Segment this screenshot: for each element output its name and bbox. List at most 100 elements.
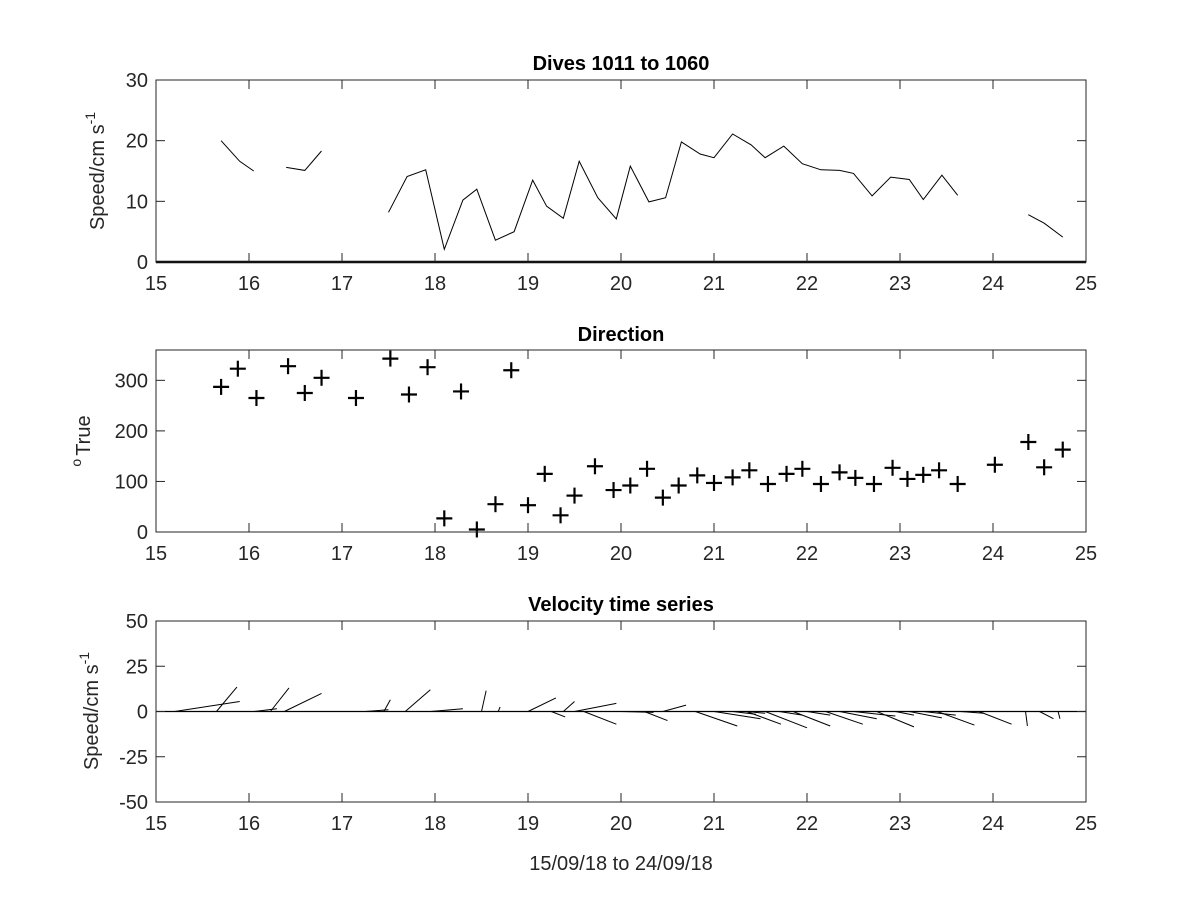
direction-x-ticks: 15 16 17 18 19 20 21 22 23 24 25: [145, 350, 1097, 565]
direction-point: [622, 477, 639, 494]
velocity-x-tick-label: 21: [703, 813, 725, 835]
velocity-stick: [978, 711, 1012, 725]
velocity-stick: [713, 711, 761, 720]
velocity-quiver-panel: 15 16 17 18 19 20 21 22 23 24 25 -50 -25 0 25 50 Veloc…: [76, 594, 1097, 875]
direction-point: [520, 497, 536, 514]
velocity-x-tick-label: 15: [145, 813, 167, 835]
velocity-stick: [174, 701, 240, 712]
speed-y-tick-label: 10: [126, 191, 148, 213]
direction-point: [986, 456, 1003, 473]
direction-point: [468, 521, 485, 538]
direction-x-tick-label: 15: [145, 543, 167, 565]
speed-y-tick-label: 0: [137, 252, 148, 274]
direction-x-tick-label: 24: [982, 543, 1004, 565]
speed-y-tick-label: 30: [126, 70, 148, 92]
speed-x-tick-label: 25: [1075, 273, 1097, 295]
direction-y-ticks: 0 100 200 300: [115, 370, 1086, 544]
direction-y-tick-label: 200: [115, 421, 148, 443]
velocity-stick: [620, 711, 654, 713]
speed-x-tick-label: 16: [238, 273, 260, 295]
velocity-x-tick-label: 17: [331, 813, 353, 835]
speed-x-tick-label: 23: [889, 273, 911, 295]
direction-point: [280, 358, 297, 375]
direction-point: [847, 469, 864, 486]
direction-point: [419, 359, 436, 376]
velocity-chart-title: Velocity time series: [528, 594, 714, 616]
velocity-stick: [779, 711, 803, 716]
direction-point: [586, 458, 603, 475]
direction-point: [812, 475, 829, 492]
direction-point: [915, 466, 932, 483]
velocity-x-tick-label: 23: [889, 813, 911, 835]
direction-point: [552, 507, 569, 524]
velocity-stick: [909, 711, 942, 719]
direction-y-axis-label: o True: [68, 415, 95, 466]
velocity-stick-marks: [156, 686, 1086, 729]
direction-point: [865, 475, 882, 492]
direction-x-tick-label: 23: [889, 543, 911, 565]
speed-line-segment: [220, 140, 254, 172]
direction-point: [536, 465, 553, 482]
velocity-stick: [404, 689, 431, 712]
velocity-stick: [792, 711, 831, 727]
velocity-stick: [253, 708, 277, 712]
velocity-stick: [269, 687, 290, 712]
velocity-stick: [746, 711, 782, 725]
velocity-y-tick-label: 50: [126, 611, 148, 633]
speed-x-tick-label: 15: [145, 273, 167, 295]
speed-x-tick-label: 18: [424, 273, 446, 295]
velocity-x-tick-label: 22: [796, 813, 818, 835]
direction-x-tick-label: 25: [1075, 543, 1097, 565]
direction-point: [313, 369, 330, 386]
speed-y-ticks: 0 10 20 30: [126, 70, 1086, 274]
velocity-x-ticks: 15 16 17 18 19 20 21 22 23 24 25: [145, 621, 1097, 835]
direction-point: [949, 475, 966, 492]
direction-point: [778, 465, 795, 482]
direction-point: [831, 464, 848, 481]
speed-x-tick-label: 17: [331, 273, 353, 295]
direction-y-tick-label: 0: [137, 522, 148, 544]
velocity-stick: [923, 711, 956, 716]
velocity-stick: [853, 711, 896, 717]
velocity-stick: [695, 711, 738, 727]
direction-y-tick-label: 300: [115, 370, 148, 392]
velocity-stick: [662, 704, 687, 712]
velocity-stick: [1057, 711, 1061, 719]
velocity-stick: [383, 699, 391, 712]
velocity-stick: [1039, 711, 1054, 720]
direction-x-tick-label: 18: [424, 543, 446, 565]
velocity-y-tick-label: -25: [119, 747, 148, 769]
velocity-stick: [806, 711, 831, 716]
direction-point: [1036, 459, 1053, 476]
velocity-y-axis-label: Speed/cm s-1: [76, 652, 103, 770]
direction-x-tick-label: 16: [238, 543, 260, 565]
speed-y-axis-label-superscript: -1: [82, 112, 98, 125]
direction-point: [654, 489, 671, 506]
speed-x-tick-label: 20: [610, 273, 632, 295]
speed-x-tick-label: 24: [982, 273, 1004, 295]
direction-point: [436, 510, 453, 527]
direction-chart-title: Direction: [578, 324, 665, 346]
direction-point: [670, 477, 687, 494]
direction-x-tick-label: 22: [796, 543, 818, 565]
velocity-stick: [876, 711, 915, 728]
velocity-stick: [764, 711, 808, 729]
speed-chart-title: Dives 1011 to 1060: [533, 53, 710, 75]
velocity-y-tick-label: 0: [137, 702, 148, 724]
velocity-stick: [284, 692, 322, 712]
velocity-y-tick-label: 25: [126, 656, 148, 678]
speed-x-ticks: 15 16 17 18 19 20 21 22 23 24 25: [145, 80, 1097, 295]
velocity-x-tick-label: 19: [517, 813, 539, 835]
velocity-x-tick-label: 20: [610, 813, 632, 835]
velocity-stick: [574, 702, 617, 712]
velocity-y-axis-label-text: Speed/cm s: [81, 664, 103, 770]
velocity-y-tick-label: -50: [119, 792, 148, 814]
direction-point: [639, 460, 656, 477]
velocity-stick: [937, 711, 975, 726]
direction-y-axis-label-prefix: o: [68, 459, 84, 467]
direction-point: [1020, 434, 1037, 451]
speed-axes-box: [156, 80, 1086, 262]
velocity-stick: [497, 706, 501, 712]
direction-point: [347, 390, 364, 407]
